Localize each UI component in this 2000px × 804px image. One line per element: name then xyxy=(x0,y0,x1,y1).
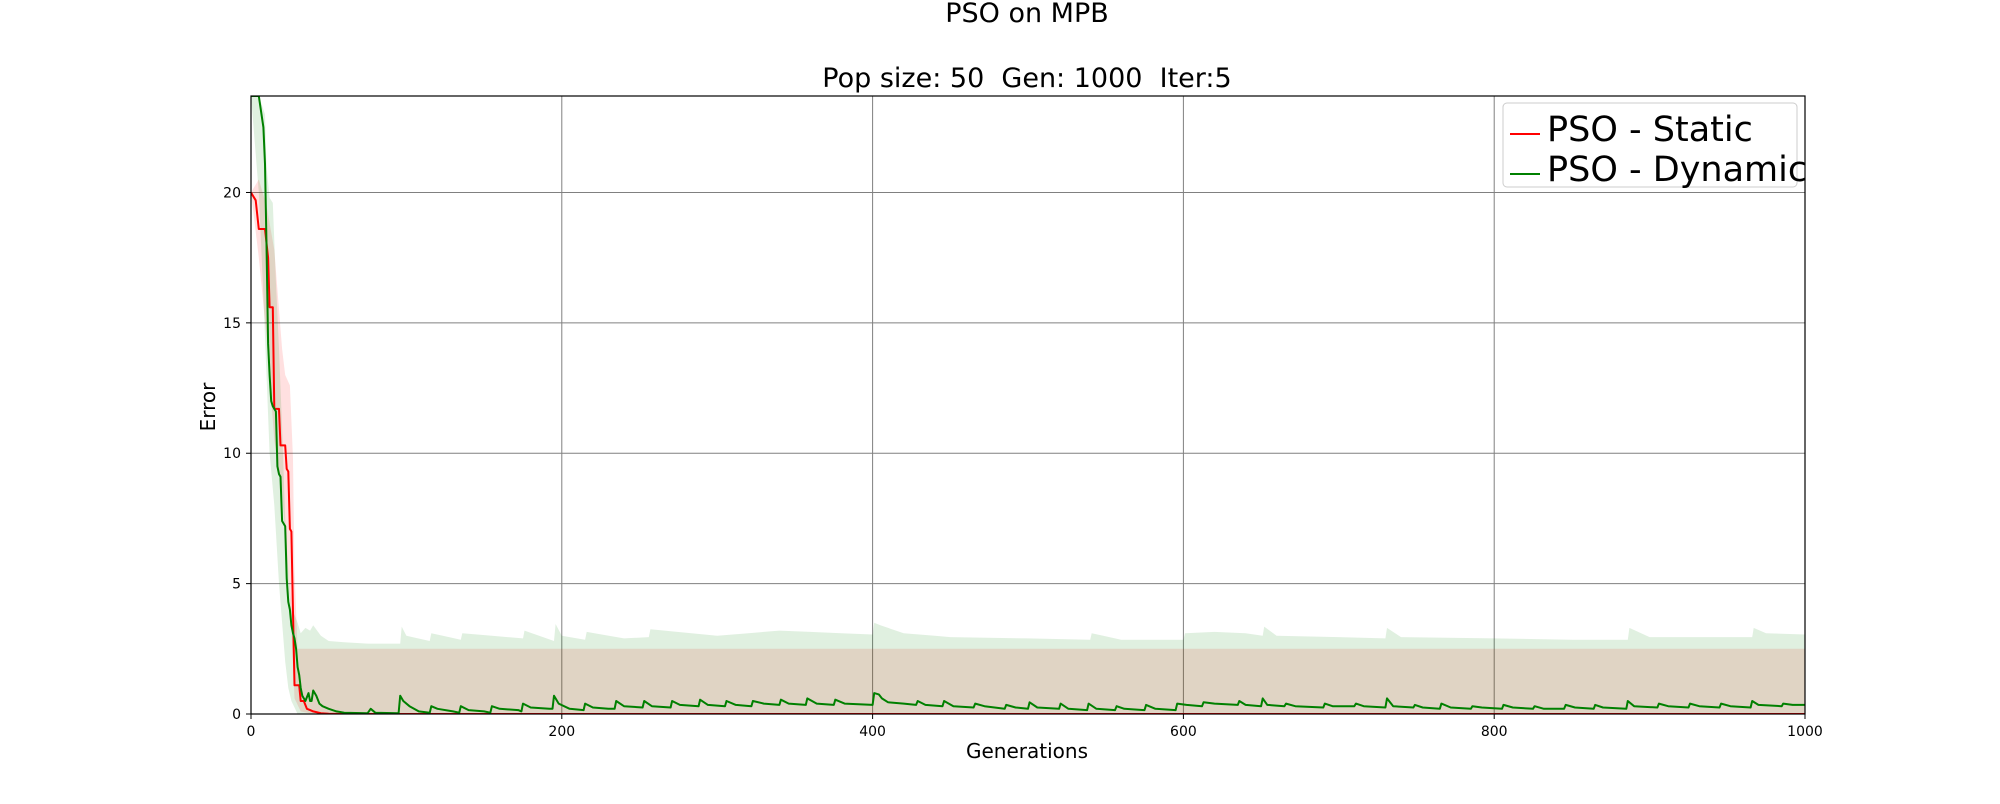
y-tick-label: 20 xyxy=(223,185,241,201)
series-line-0 xyxy=(251,191,1805,714)
series-layer xyxy=(251,96,1805,714)
x-tick-label: 800 xyxy=(1481,724,1508,740)
x-tick-label: 200 xyxy=(548,724,575,740)
y-tick-label: 10 xyxy=(223,446,241,462)
legend-box xyxy=(1502,102,1798,188)
series-band-0 xyxy=(251,179,1805,714)
chart-subtitle: Pop size: 50 Gen: 1000 Iter:5 xyxy=(822,63,1231,94)
x-tick-label: 0 xyxy=(247,724,256,740)
plot-frame xyxy=(250,95,1806,715)
x-axis-label: Generations xyxy=(966,739,1088,763)
y-tick-label: 15 xyxy=(223,316,241,332)
plot-area: 0 200 400 600 800 1000 0 5 10 15 20 xyxy=(223,95,1823,740)
y-axis-label: Error xyxy=(196,382,220,432)
legend-label-0: PSO - Static xyxy=(1547,110,1753,150)
chart-title: PSO on MPB xyxy=(945,0,1109,29)
legend-label-1: PSO - Dynamic xyxy=(1547,150,1807,190)
y-tick-label: 0 xyxy=(232,707,241,723)
series-line-1 xyxy=(251,96,1805,714)
y-tick-label: 5 xyxy=(232,577,241,593)
x-tick-label: 600 xyxy=(1170,724,1197,740)
x-tick-label: 400 xyxy=(859,724,886,740)
x-tick-label: 1000 xyxy=(1787,724,1823,740)
series-band-1 xyxy=(251,96,1805,714)
